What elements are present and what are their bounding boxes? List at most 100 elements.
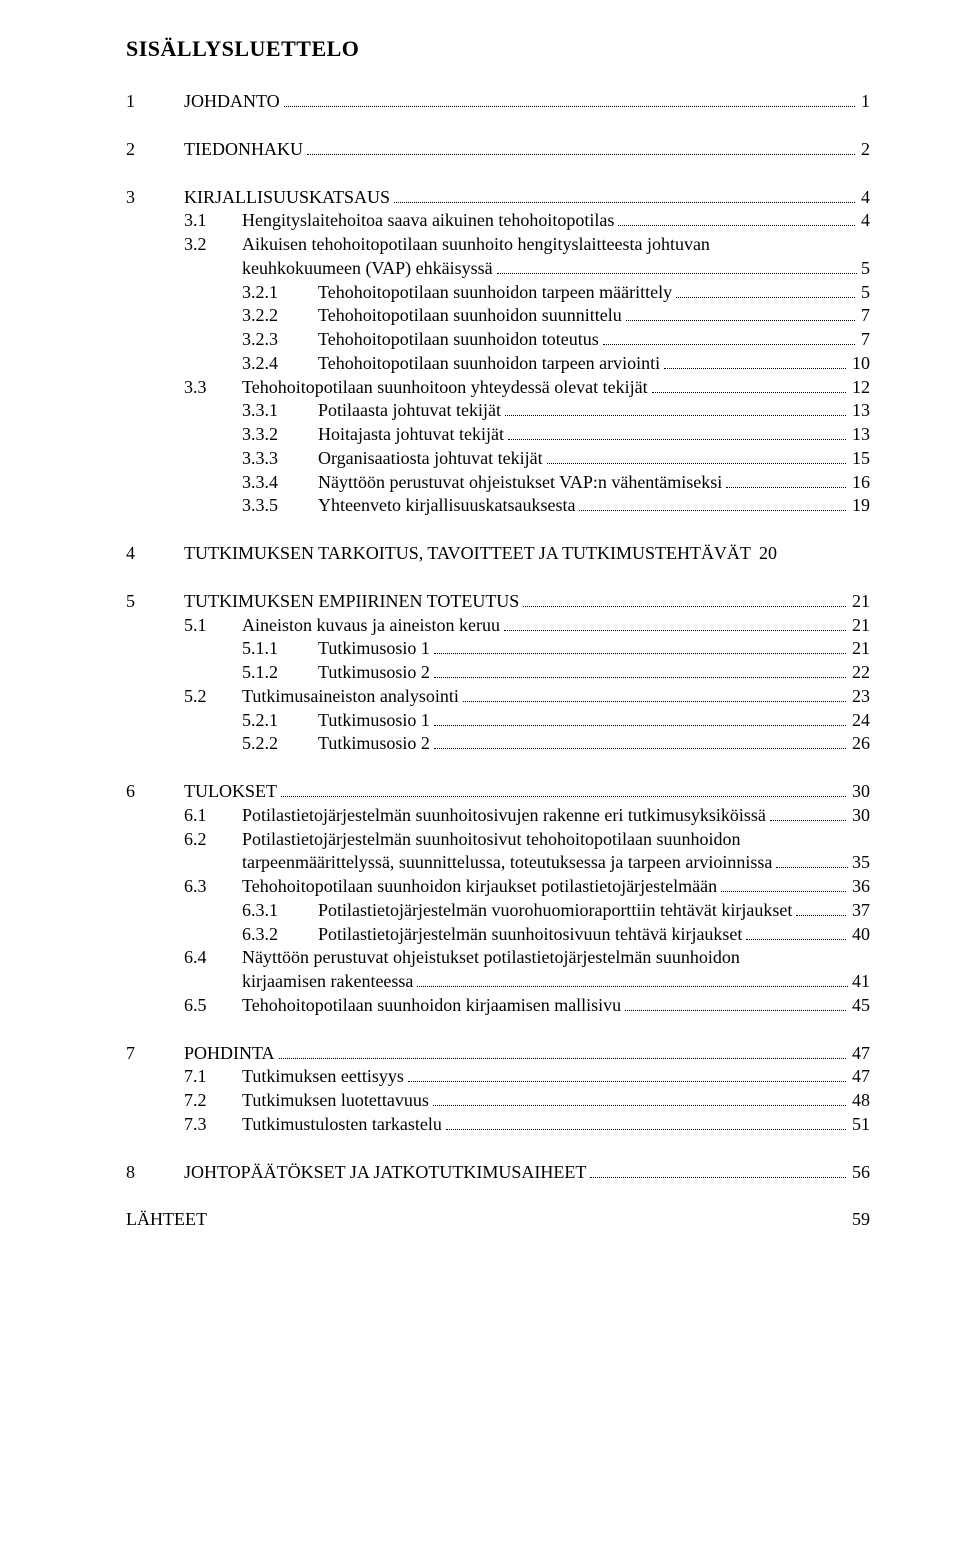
toc-entry-page: 4 — [859, 186, 870, 210]
toc-gap — [126, 1018, 870, 1042]
toc-leader — [626, 306, 855, 321]
toc-leader — [508, 425, 846, 440]
toc-leader — [434, 663, 846, 678]
toc-entry-page: 7 — [859, 328, 870, 352]
toc-leader — [434, 734, 846, 749]
toc-entry-label: JOHDANTO — [184, 90, 280, 114]
toc-entry-label: Aikuisen tehohoitopotilaan suunhoito hen… — [242, 233, 710, 257]
toc-leader — [497, 258, 857, 273]
toc-entry: 3.3.4Näyttöön perustuvat ohjeistukset VA… — [242, 471, 870, 495]
toc-leader — [664, 353, 846, 368]
toc-entry: LÄHTEET59 — [126, 1208, 870, 1232]
toc-leader — [434, 639, 846, 654]
toc-leader — [547, 448, 846, 463]
toc-entry: 6.4Näyttöön perustuvat ohjeistukset poti… — [184, 946, 870, 970]
toc-entry-label: Tutkimusosio 1 — [318, 637, 430, 661]
toc-entry-page: 21 — [850, 590, 870, 614]
toc-entry-page: 22 — [850, 661, 870, 685]
toc-entry-number: 6 — [126, 780, 184, 804]
toc-gap — [126, 114, 870, 138]
toc-entry-number: 5.2.1 — [242, 709, 318, 733]
toc-leader — [434, 710, 846, 725]
toc-title: SISÄLLYSLUETTELO — [126, 36, 870, 62]
toc-gap — [126, 566, 870, 590]
toc-entry: 6.3.2Potilastietojärjestelmän suunhoitos… — [242, 923, 870, 947]
toc-entry: 3.2.1Tehohoitopotilaan suunhoidon tarpee… — [242, 281, 870, 305]
toc-entry: 3.3.1Potilaasta johtuvat tekijät 13 — [242, 399, 870, 423]
toc-entry-number: 6.3 — [184, 875, 242, 899]
toc-leader — [590, 1162, 846, 1177]
toc-entry-number: 5.1.1 — [242, 637, 318, 661]
toc-entry-label: Potilaasta johtuvat tekijät — [318, 399, 501, 423]
toc-body: 1JOHDANTO12TIEDONHAKU23KIRJALLISUUSKATSA… — [126, 90, 870, 1232]
toc-entry-label: tarpeenmäärittelyssä, suunnittelussa, to… — [242, 851, 772, 875]
toc-entry: 3.3.2Hoitajasta johtuvat tekijät13 — [242, 423, 870, 447]
toc-entry-number: 7.2 — [184, 1089, 242, 1113]
toc-entry-number: 5.1 — [184, 614, 242, 638]
toc-entry-page: 7 — [859, 304, 870, 328]
toc-entry: 8JOHTOPÄÄTÖKSET JA JATKOTUTKIMUSAIHEET 56 — [126, 1161, 870, 1185]
toc-entry-number: 5 — [126, 590, 184, 614]
toc-leader — [523, 591, 846, 606]
toc-gap — [126, 518, 870, 542]
toc-entry-page: 13 — [850, 399, 870, 423]
toc-entry-page: 21 — [850, 614, 870, 638]
toc-entry-continuation: kirjaamisen rakenteessa41 — [242, 970, 870, 994]
toc-entry-label: JOHTOPÄÄTÖKSET JA JATKOTUTKIMUSAIHEET — [184, 1161, 586, 1185]
toc-entry-label: Näyttöön perustuvat ohjeistukset potilas… — [242, 946, 740, 970]
toc-entry-page: 30 — [850, 804, 870, 828]
toc-entry-number: 3.1 — [184, 209, 242, 233]
toc-entry-number: 3.2 — [184, 233, 242, 257]
toc-entry-page: 13 — [850, 423, 870, 447]
toc-entry-page: 59 — [852, 1208, 870, 1232]
toc-entry-number: 7 — [126, 1042, 184, 1066]
toc-entry-label: TUTKIMUKSEN TARKOITUS, TAVOITTEET JA TUT… — [184, 542, 751, 566]
toc-entry-page: 16 — [850, 471, 870, 495]
toc-entry-number: 2 — [126, 138, 184, 162]
toc-entry-page: 47 — [850, 1042, 870, 1066]
toc-entry-page: 1 — [859, 90, 870, 114]
toc-entry-page: 35 — [852, 851, 870, 875]
toc-entry-label: Hengityslaitehoitoa saava aikuinen tehoh… — [242, 209, 614, 233]
toc-entry-number: 3.3.1 — [242, 399, 318, 423]
toc-entry-page: 5 — [859, 281, 870, 305]
toc-leader — [433, 1091, 846, 1106]
toc-entry-label: POHDINTA — [184, 1042, 275, 1066]
toc-entry: 6.5Tehohoitopotilaan suunhoidon kirjaami… — [184, 994, 870, 1018]
toc-entry-label: Tehohoitopotilaan suunhoidon tarpeen mää… — [318, 281, 672, 305]
toc-entry-label: keuhkokuumeen (VAP) ehkäisyssä — [242, 257, 493, 281]
toc-entry: 5.2.2Tutkimusosio 226 — [242, 732, 870, 756]
toc-leader — [579, 496, 846, 511]
toc-leader — [618, 211, 855, 226]
toc-entry: 3.3.5Yhteenveto kirjallisuuskatsauksesta… — [242, 494, 870, 518]
toc-entry-page: 45 — [850, 994, 870, 1018]
toc-entry-label: Aineiston kuvaus ja aineiston keruu — [242, 614, 500, 638]
toc-entry-number: 5.2 — [184, 685, 242, 709]
toc-entry-page: 56 — [850, 1161, 870, 1185]
toc-leader — [676, 282, 855, 297]
toc-entry: 6TULOKSET30 — [126, 780, 870, 804]
toc-entry: 6.3Tehohoitopotilaan suunhoidon kirjauks… — [184, 875, 870, 899]
toc-leader — [652, 377, 846, 392]
toc-entry: 1JOHDANTO1 — [126, 90, 870, 114]
toc-entry-label: Tehohoitopotilaan suunhoidon tarpeen arv… — [318, 352, 660, 376]
toc-leader — [408, 1067, 846, 1082]
toc-entry-page: 23 — [850, 685, 870, 709]
toc-leader — [281, 782, 846, 797]
toc-gap — [126, 1184, 870, 1208]
toc-leader — [279, 1043, 846, 1058]
toc-entry-number: 3.3.5 — [242, 494, 318, 518]
toc-entry-label: Potilastietojärjestelmän suunhoitosivuun… — [318, 923, 742, 947]
toc-entry: 3.3Tehohoitopotilaan suunhoitoon yhteyde… — [184, 376, 870, 400]
toc-entry: 3.2.3Tehohoitopotilaan suunhoidon toteut… — [242, 328, 870, 352]
toc-leader — [776, 853, 848, 868]
toc-entry: 3.3.3Organisaatiosta johtuvat tekijät15 — [242, 447, 870, 471]
toc-entry-label: Tehohoitopotilaan suunhoidon toteutus — [318, 328, 599, 352]
toc-entry-number: 3.2.4 — [242, 352, 318, 376]
toc-leader — [625, 995, 846, 1010]
toc-entry-page: 51 — [850, 1113, 870, 1137]
toc-entry-page: 5 — [861, 257, 870, 281]
toc-entry-number: 8 — [126, 1161, 184, 1185]
toc-entry: 5.1.2Tutkimusosio 222 — [242, 661, 870, 685]
toc-entry: 3KIRJALLISUUSKATSAUS4 — [126, 186, 870, 210]
